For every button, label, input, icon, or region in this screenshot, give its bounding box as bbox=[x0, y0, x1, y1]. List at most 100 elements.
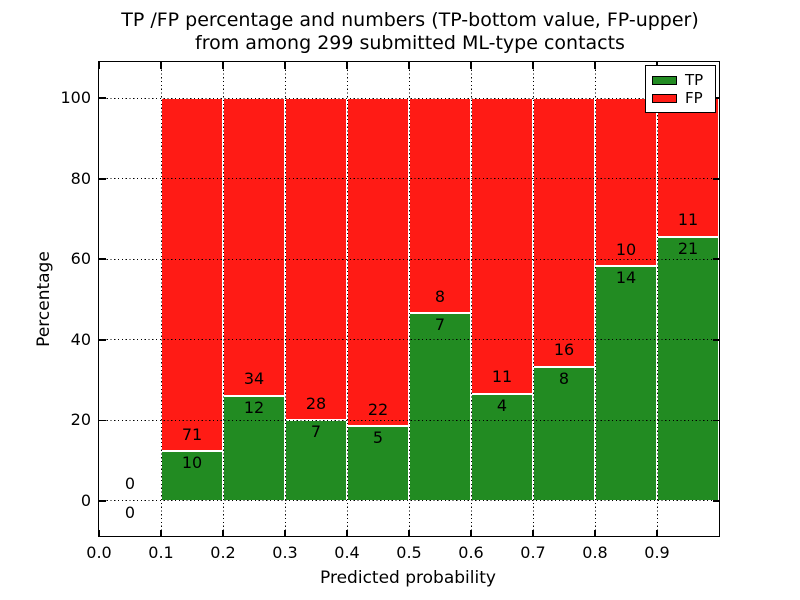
fp-count-label: 22 bbox=[367, 399, 389, 419]
x-tick-label: 0.2 bbox=[210, 543, 236, 562]
fp-count-label: 16 bbox=[553, 340, 575, 360]
bar-segment-fp bbox=[533, 98, 595, 367]
bar-segment-tp bbox=[595, 266, 657, 501]
tp-count-label: 14 bbox=[615, 268, 637, 288]
y-tick-label: 20 bbox=[70, 410, 91, 430]
y-tick-mark bbox=[712, 177, 719, 180]
y-tick-label: 80 bbox=[70, 168, 91, 188]
bar-segment-fp bbox=[223, 98, 285, 396]
y-tick-mark bbox=[99, 97, 106, 100]
y-tick-mark bbox=[99, 258, 106, 261]
x-tick-mark bbox=[222, 62, 224, 69]
legend-item-tp: TP bbox=[652, 72, 709, 88]
horizontal-gridline bbox=[99, 178, 719, 180]
horizontal-gridline bbox=[99, 500, 719, 502]
bar-segment-fp bbox=[347, 98, 409, 427]
x-tick-label: 0.7 bbox=[520, 543, 546, 562]
fp-count-label: 11 bbox=[677, 210, 699, 230]
y-tick-mark bbox=[712, 338, 719, 341]
x-tick-mark bbox=[98, 62, 100, 69]
x-tick-mark bbox=[656, 529, 658, 536]
horizontal-gridline bbox=[99, 97, 719, 99]
y-tick-mark bbox=[712, 419, 719, 422]
x-tick-label: 0.0 bbox=[86, 543, 112, 562]
y-tick-mark bbox=[99, 338, 106, 341]
legend-label: FP bbox=[685, 89, 703, 107]
y-tick-label: 40 bbox=[70, 329, 91, 349]
y-tick-mark bbox=[99, 500, 106, 502]
x-tick-mark bbox=[532, 529, 534, 536]
fp-count-label: 10 bbox=[615, 239, 637, 259]
x-tick-mark bbox=[594, 62, 596, 69]
x-tick-mark bbox=[284, 62, 286, 69]
tp-count-label: 4 bbox=[496, 395, 508, 415]
tp-count-label: 12 bbox=[243, 397, 265, 417]
x-tick-label: 0.8 bbox=[582, 543, 608, 562]
vertical-gridline bbox=[408, 62, 410, 536]
x-tick-label: 0.3 bbox=[272, 543, 298, 562]
legend-label: TP bbox=[685, 71, 704, 89]
x-tick-mark bbox=[408, 529, 410, 536]
tp-count-label: 21 bbox=[677, 238, 699, 258]
bar-segment-tp bbox=[223, 395, 285, 501]
x-tick-mark bbox=[98, 529, 100, 536]
tp-count-label: 7 bbox=[434, 315, 446, 335]
vertical-gridline bbox=[160, 62, 162, 536]
bar-segment-fp bbox=[471, 98, 533, 394]
fp-count-label: 0 bbox=[124, 474, 136, 494]
chart-title-line-1: TP /FP percentage and numbers (TP-bottom… bbox=[121, 9, 699, 31]
x-tick-label: 0.4 bbox=[334, 543, 360, 562]
fp-count-label: 71 bbox=[181, 424, 203, 444]
vertical-gridline bbox=[284, 62, 286, 536]
y-tick-label: 0 bbox=[80, 490, 91, 510]
legend-swatch-icon bbox=[652, 75, 677, 85]
fp-count-label: 11 bbox=[491, 367, 513, 387]
x-tick-mark bbox=[408, 62, 410, 69]
bar-segment-fp bbox=[409, 98, 471, 314]
x-tick-mark bbox=[160, 529, 162, 536]
x-tick-label: 0.1 bbox=[148, 543, 174, 562]
x-tick-mark bbox=[222, 529, 224, 536]
x-axis-label: Predicted probability bbox=[320, 568, 496, 588]
bar-segment-tp bbox=[161, 451, 223, 501]
horizontal-gridline bbox=[99, 419, 719, 421]
horizontal-gridline bbox=[99, 339, 719, 341]
bar-segment-tp bbox=[533, 366, 595, 501]
plot-area: 0 0 71 10 34 12 28 7 22 5 8 7 11 4 16 8 10 14 11 21 bbox=[98, 61, 720, 537]
x-tick-mark bbox=[346, 62, 348, 69]
tp-count-label: 7 bbox=[310, 422, 322, 442]
bar-segment-fp bbox=[161, 98, 223, 452]
bar-segment-tp bbox=[409, 313, 471, 501]
vertical-gridline bbox=[532, 62, 534, 536]
horizontal-gridline bbox=[99, 258, 719, 260]
bar-segment-tp bbox=[471, 393, 533, 501]
legend-swatch-icon bbox=[652, 93, 677, 103]
y-tick-mark bbox=[99, 177, 106, 180]
y-tick-label: 60 bbox=[70, 249, 91, 269]
fp-count-label: 8 bbox=[434, 286, 446, 306]
tp-count-label: 0 bbox=[124, 502, 136, 522]
vertical-gridline bbox=[222, 62, 224, 536]
y-axis-label: Percentage bbox=[34, 251, 54, 347]
vertical-gridline bbox=[656, 62, 658, 536]
fp-count-label: 34 bbox=[243, 369, 265, 389]
bar-segment-tp bbox=[657, 236, 719, 501]
x-tick-label: 0.5 bbox=[396, 543, 422, 562]
x-tick-mark bbox=[346, 529, 348, 536]
tp-count-label: 5 bbox=[372, 428, 384, 448]
chart-title-line-2: from among 299 submitted ML-type contact… bbox=[195, 32, 625, 54]
bar-segment-tp bbox=[285, 420, 347, 501]
chart-title: TP /FP percentage and numbers (TP-bottom… bbox=[90, 9, 730, 55]
x-tick-label: 0.9 bbox=[644, 543, 670, 562]
x-tick-mark bbox=[470, 529, 472, 536]
legend-item-fp: FP bbox=[652, 90, 709, 106]
y-tick-label: 100 bbox=[60, 88, 91, 108]
vertical-gridline bbox=[594, 62, 596, 536]
y-tick-mark bbox=[99, 419, 106, 422]
vertical-gridline bbox=[470, 62, 472, 536]
x-tick-mark bbox=[594, 529, 596, 536]
x-tick-mark bbox=[160, 62, 162, 69]
legend: TP FP bbox=[645, 65, 716, 113]
tp-count-label: 10 bbox=[181, 453, 203, 473]
